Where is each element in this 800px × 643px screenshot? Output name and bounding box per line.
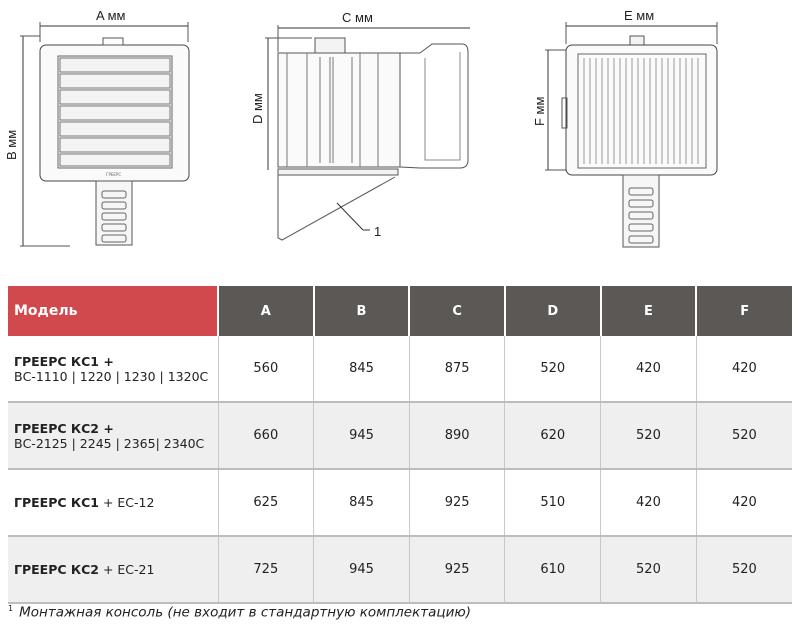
value-e: 520 xyxy=(600,402,697,470)
header-b: B xyxy=(312,286,410,336)
dimension-e-label: E мм xyxy=(624,8,654,23)
value-d: 520 xyxy=(504,336,601,403)
side-view-drawing: C мм D мм 1 xyxy=(250,10,470,241)
value-c: 875 xyxy=(408,336,505,403)
technical-drawings: A мм B мм ГРЕЕРС C мм D мм 1 xyxy=(4,8,718,248)
dimension-c-label: C мм xyxy=(342,10,373,25)
model-cell: ГРЕЕРС КС1 + ЕС-12 xyxy=(8,469,218,537)
value-e: 420 xyxy=(600,336,697,403)
value-d: 620 xyxy=(504,402,601,470)
value-d: 610 xyxy=(504,536,601,604)
dimension-a-label: A мм xyxy=(96,8,126,23)
value-f: 520 xyxy=(695,402,792,470)
header-e: E xyxy=(599,286,697,336)
value-f: 520 xyxy=(695,536,792,604)
table-row: ГРЕЕРС КС2 + ВС-2125 | 2245 | 2365| 2340С… xyxy=(8,402,792,470)
model-cell: ГРЕЕРС КС1 + ВС-1110 | 1220 | 1230 | 1320… xyxy=(8,336,218,403)
model-name: ГРЕЕРС КС2 + xyxy=(14,420,114,436)
model-cell: ГРЕЕРС КС2 + ЕС-21 xyxy=(8,536,218,604)
top-view-drawing: E мм F мм xyxy=(532,8,718,248)
header-d: D xyxy=(503,286,601,336)
model-variant: ВС-1110 | 1220 | 1230 | 1320С xyxy=(14,368,209,384)
table-row: ГРЕЕРС КС2 + ЕС-21 725 945 925 610 520 520 xyxy=(8,536,792,604)
value-b: 845 xyxy=(313,336,410,403)
logo-text: ГРЕЕРС xyxy=(106,172,121,177)
dimension-b-label: B мм xyxy=(4,130,19,160)
header-model: Модель xyxy=(8,286,218,336)
callout-1-label: 1 xyxy=(374,224,381,239)
dimension-d-label: D мм xyxy=(250,93,265,124)
value-a: 660 xyxy=(217,402,314,470)
value-c: 925 xyxy=(408,469,505,537)
value-a: 560 xyxy=(217,336,314,403)
model-name: ГРЕЕРС КС1 + xyxy=(14,353,114,369)
footnote: 1 Монтажная консоль (не входит в стандарт… xyxy=(8,604,471,621)
model-name: ГРЕЕРС КС1 xyxy=(14,495,99,510)
footnote-marker: 1 xyxy=(8,604,14,613)
value-f: 420 xyxy=(695,469,792,537)
table-row: ГРЕЕРС КС1 + ВС-1110 | 1220 | 1230 | 1320… xyxy=(8,336,792,403)
value-b: 945 xyxy=(313,536,410,604)
value-f: 420 xyxy=(695,336,792,403)
header-c: C xyxy=(408,286,505,336)
model-variant: + ЕС-12 xyxy=(98,495,155,510)
value-a: 725 xyxy=(217,536,314,604)
value-a: 625 xyxy=(217,469,314,537)
value-d: 510 xyxy=(504,469,601,537)
model-variant: ВС-2125 | 2245 | 2365| 2340С xyxy=(14,435,205,451)
value-b: 945 xyxy=(313,402,410,470)
dimensions-table: Модель A B C D E F ГРЕЕРС КС1 + ВС-1110 |… xyxy=(8,286,792,604)
dimension-f-label: F мм xyxy=(532,97,547,126)
table-row: ГРЕЕРС КС1 + ЕС-12 625 845 925 510 420 420 xyxy=(8,469,792,537)
value-b: 845 xyxy=(313,469,410,537)
model-cell: ГРЕЕРС КС2 + ВС-2125 | 2245 | 2365| 2340С xyxy=(8,402,218,470)
footnote-text: Монтажная консоль (не входит в стандартн… xyxy=(19,604,471,621)
value-e: 520 xyxy=(600,536,697,604)
model-variant: + ЕС-21 xyxy=(98,562,155,577)
value-c: 890 xyxy=(408,402,505,470)
header-f: F xyxy=(695,286,792,336)
header-a: A xyxy=(217,286,314,336)
model-name: ГРЕЕРС КС2 xyxy=(14,562,99,577)
value-e: 420 xyxy=(600,469,697,537)
front-view-drawing: A мм B мм ГРЕЕРС xyxy=(4,8,190,247)
value-c: 925 xyxy=(408,536,505,604)
table-header-row: Модель A B C D E F xyxy=(8,286,792,336)
